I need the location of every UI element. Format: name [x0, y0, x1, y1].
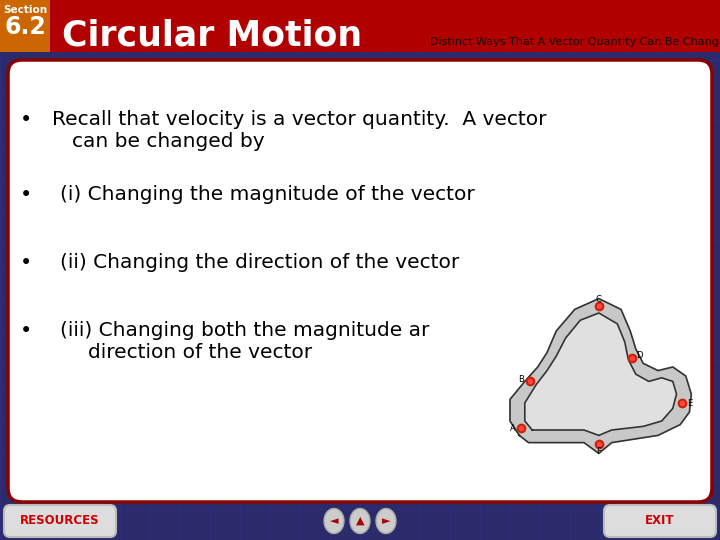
Text: •: •	[20, 185, 32, 205]
Text: direction of the vector: direction of the vector	[88, 343, 312, 362]
Text: B: B	[518, 375, 524, 384]
FancyBboxPatch shape	[4, 505, 116, 537]
Text: (iii) Changing both the magnitude ar: (iii) Changing both the magnitude ar	[60, 321, 429, 340]
Text: Circular Motion: Circular Motion	[62, 18, 362, 52]
Text: ◄: ◄	[330, 516, 338, 526]
Polygon shape	[525, 313, 677, 435]
Text: RESOURCES: RESOURCES	[20, 514, 100, 526]
Text: ►: ►	[382, 516, 390, 526]
Text: A: A	[510, 424, 516, 433]
Text: Section: Section	[3, 5, 47, 15]
Text: F: F	[596, 447, 601, 456]
Text: (ii) Changing the direction of the vector: (ii) Changing the direction of the vecto…	[60, 253, 459, 272]
Text: ▲: ▲	[356, 516, 364, 526]
Text: C: C	[596, 295, 602, 305]
Text: can be changed by: can be changed by	[72, 132, 265, 151]
Text: Distinct Ways That A Vector Quantity Can Be Changed: Distinct Ways That A Vector Quantity Can…	[430, 37, 720, 47]
Ellipse shape	[350, 509, 370, 534]
Text: E: E	[688, 399, 693, 408]
Text: •: •	[20, 321, 32, 341]
Text: •: •	[20, 253, 32, 273]
Text: D: D	[636, 352, 642, 361]
Text: Recall that velocity is a vector quantity.  A vector: Recall that velocity is a vector quantit…	[52, 110, 546, 129]
FancyBboxPatch shape	[604, 505, 716, 537]
Bar	[0, 0, 720, 52]
Text: (i) Changing the magnitude of the vector: (i) Changing the magnitude of the vector	[60, 185, 474, 204]
Ellipse shape	[376, 509, 396, 534]
Polygon shape	[510, 299, 691, 454]
Ellipse shape	[324, 509, 344, 534]
FancyBboxPatch shape	[8, 60, 712, 502]
Text: 6.2: 6.2	[4, 15, 46, 39]
Text: EXIT: EXIT	[645, 514, 675, 526]
Bar	[0, 0, 50, 52]
Text: •: •	[20, 110, 32, 130]
